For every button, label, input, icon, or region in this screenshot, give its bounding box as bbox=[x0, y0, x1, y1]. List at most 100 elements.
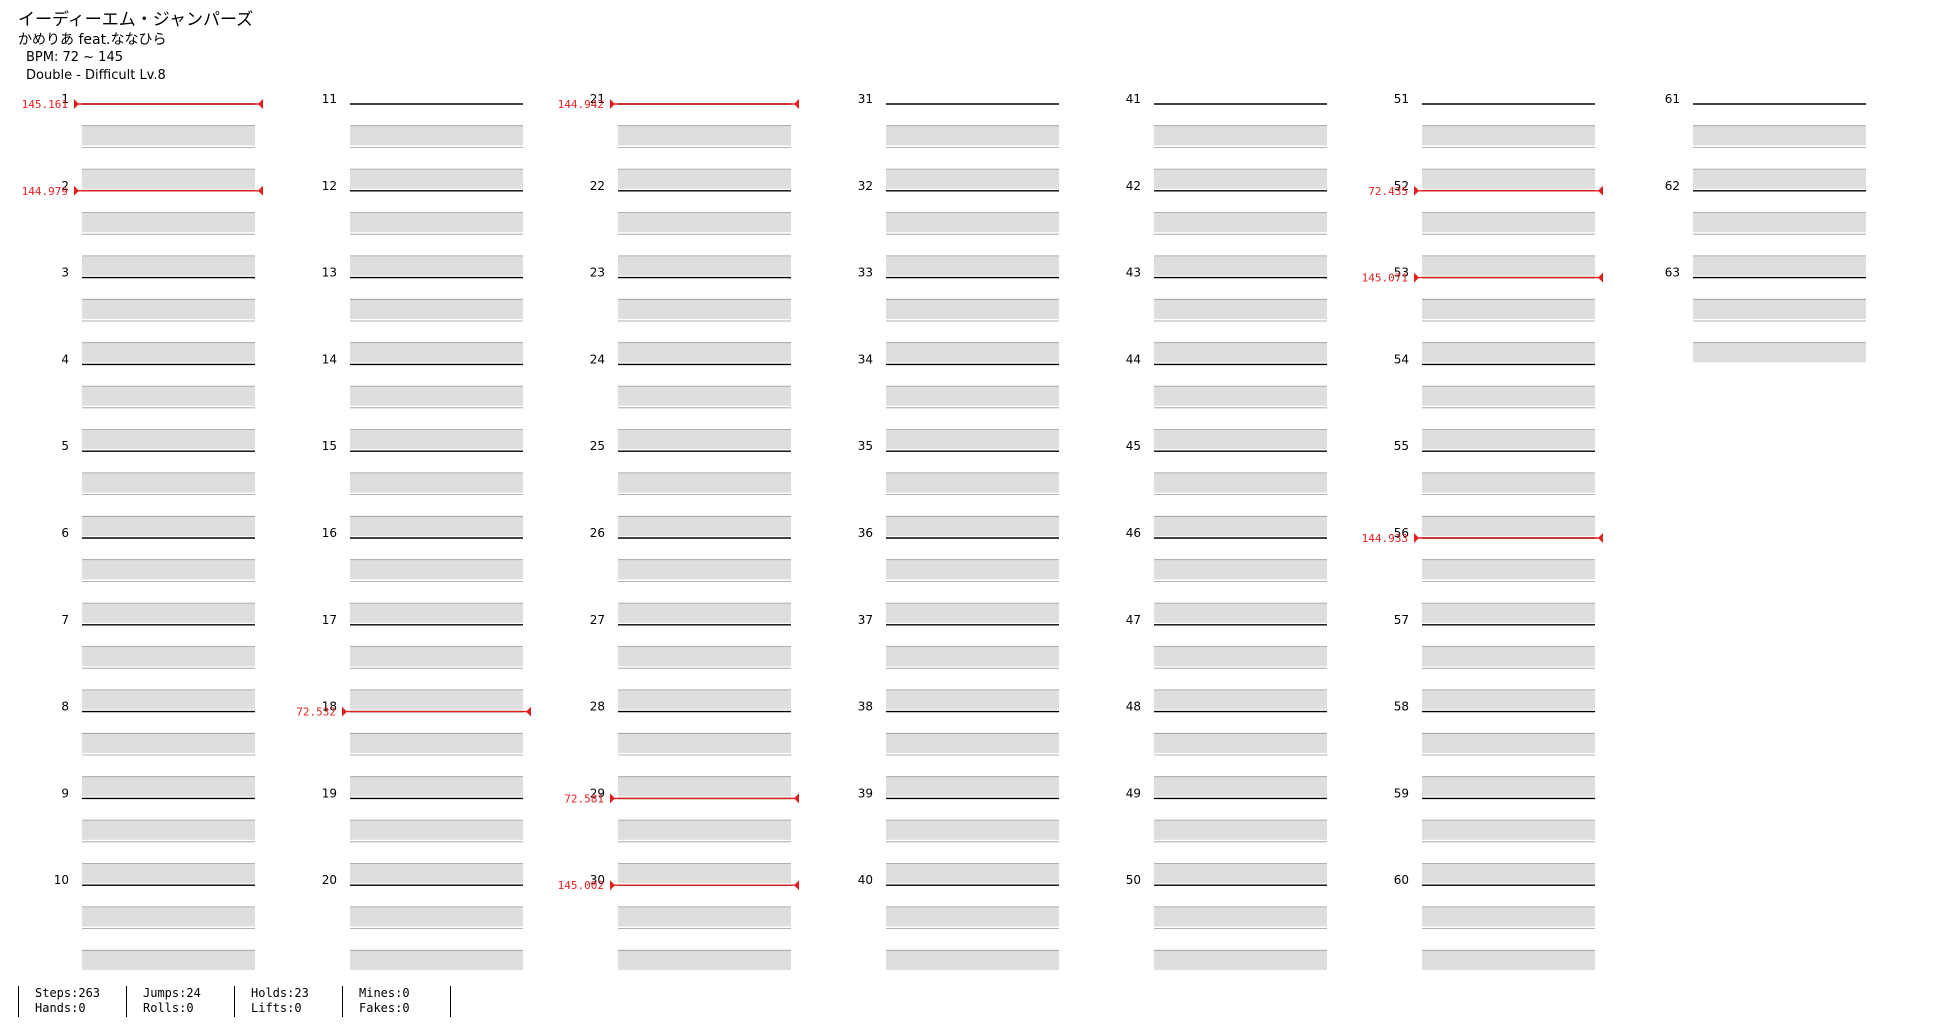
beat-band bbox=[886, 386, 1059, 406]
measure-number: 14 bbox=[322, 352, 337, 366]
measure-number: 47 bbox=[1126, 613, 1141, 627]
stats-col-steps: Steps:263 Hands:0 bbox=[18, 986, 126, 1017]
stat-rolls: Rolls:0 bbox=[143, 1001, 194, 1015]
beat-band bbox=[1154, 733, 1327, 753]
measure-number: 35 bbox=[858, 439, 873, 453]
beat-band bbox=[1422, 820, 1595, 840]
beat-band bbox=[1422, 776, 1595, 797]
measure-number: 39 bbox=[858, 786, 873, 800]
beat-band bbox=[1693, 169, 1866, 189]
beat-band bbox=[886, 733, 1059, 753]
beat-band bbox=[1154, 386, 1327, 406]
beat-band bbox=[618, 429, 791, 450]
measure-number: 57 bbox=[1394, 613, 1409, 627]
measure-number: 19 bbox=[322, 786, 337, 800]
difficulty-label: Double - Difficult Lv.8 bbox=[26, 68, 166, 83]
beat-band bbox=[82, 255, 255, 276]
beat-band bbox=[1154, 516, 1327, 536]
bpm-change-label: 144.979 bbox=[22, 185, 68, 198]
beat-band bbox=[350, 776, 523, 797]
beat-band bbox=[618, 733, 791, 753]
bpm-line-start-cap bbox=[342, 706, 347, 717]
beat-band bbox=[82, 125, 255, 146]
beat-band bbox=[82, 733, 255, 753]
beat-band bbox=[350, 212, 523, 233]
measure-number: 18 bbox=[322, 700, 337, 714]
beat-band bbox=[1422, 559, 1595, 580]
measure-number: 20 bbox=[322, 873, 337, 887]
beat-band bbox=[350, 603, 523, 623]
beat-band bbox=[1422, 733, 1595, 753]
beat-band bbox=[618, 386, 791, 406]
beat-band bbox=[618, 125, 791, 146]
beat-band bbox=[886, 906, 1059, 927]
beat-band bbox=[1422, 386, 1595, 406]
beat-band bbox=[1422, 646, 1595, 667]
measure-number: 63 bbox=[1665, 266, 1680, 280]
bpm-line-start-cap bbox=[610, 99, 615, 109]
beat-band bbox=[350, 169, 523, 189]
measure-number: 5 bbox=[61, 439, 69, 453]
beat-band bbox=[1154, 646, 1327, 667]
beat-band bbox=[886, 342, 1059, 363]
measure-number: 34 bbox=[858, 352, 873, 366]
beat-band bbox=[350, 125, 523, 146]
stat-steps: Steps:263 bbox=[35, 986, 101, 1000]
measure-number: 10 bbox=[54, 873, 69, 887]
beat-band bbox=[82, 429, 255, 450]
beat-band bbox=[618, 689, 791, 710]
beat-band bbox=[82, 689, 255, 710]
stat-mines: Mines:0 bbox=[359, 986, 410, 1000]
beat-band bbox=[618, 950, 791, 970]
stats-panel: Steps:263 Hands:0 Jumps:24 Rolls:0 Holds… bbox=[18, 986, 451, 1017]
beat-band bbox=[1154, 169, 1327, 189]
stat-jumps: Jumps:24 bbox=[143, 986, 201, 1000]
measure-number: 31 bbox=[858, 92, 873, 106]
beat-band bbox=[350, 516, 523, 536]
beat-band bbox=[350, 386, 523, 406]
beat-band bbox=[618, 342, 791, 363]
measure-number: 50 bbox=[1126, 873, 1141, 887]
stat-lifts: Lifts:0 bbox=[251, 1001, 302, 1015]
song-artist: かめりあ feat.ななひら bbox=[18, 32, 167, 48]
bpm-line-start-cap bbox=[1414, 272, 1419, 283]
bpm-change-label: 72.532 bbox=[296, 706, 336, 719]
bpm-line-end-cap bbox=[1598, 185, 1603, 196]
beat-band bbox=[618, 603, 791, 623]
beat-band bbox=[618, 646, 791, 667]
measure-number: 59 bbox=[1394, 786, 1409, 800]
stats-end-divider bbox=[450, 986, 451, 1017]
beat-band bbox=[1422, 255, 1595, 276]
measure-number: 43 bbox=[1126, 266, 1141, 280]
stats-col-jumps: Jumps:24 Rolls:0 bbox=[126, 986, 234, 1017]
bpm-line-start-cap bbox=[610, 880, 615, 891]
bpm-line-end-cap bbox=[258, 99, 263, 109]
beat-band bbox=[618, 906, 791, 927]
measure-number: 9 bbox=[61, 786, 69, 800]
beat-band bbox=[1422, 342, 1595, 363]
bpm-line-start-cap bbox=[74, 99, 79, 109]
beat-band bbox=[350, 733, 523, 753]
beat-band bbox=[886, 559, 1059, 580]
beat-band bbox=[350, 559, 523, 580]
beat-band bbox=[618, 559, 791, 580]
beat-band bbox=[82, 516, 255, 536]
beat-band bbox=[350, 863, 523, 884]
measure-number: 53 bbox=[1394, 266, 1409, 280]
measure-number: 22 bbox=[590, 179, 605, 193]
beat-band bbox=[886, 299, 1059, 319]
beat-band bbox=[1154, 299, 1327, 319]
beat-band bbox=[886, 820, 1059, 840]
beat-band bbox=[886, 689, 1059, 710]
beat-band bbox=[886, 125, 1059, 146]
bpm-line-start-cap bbox=[1414, 533, 1419, 543]
beat-band bbox=[82, 863, 255, 884]
beat-band bbox=[1422, 950, 1595, 970]
beat-band bbox=[82, 820, 255, 840]
measure-number: 56 bbox=[1394, 526, 1409, 540]
beat-band bbox=[1422, 212, 1595, 233]
measure-number: 29 bbox=[590, 786, 605, 800]
measure-number: 30 bbox=[590, 873, 605, 887]
bpm-line-start-cap bbox=[1414, 185, 1419, 196]
beat-band bbox=[886, 776, 1059, 797]
